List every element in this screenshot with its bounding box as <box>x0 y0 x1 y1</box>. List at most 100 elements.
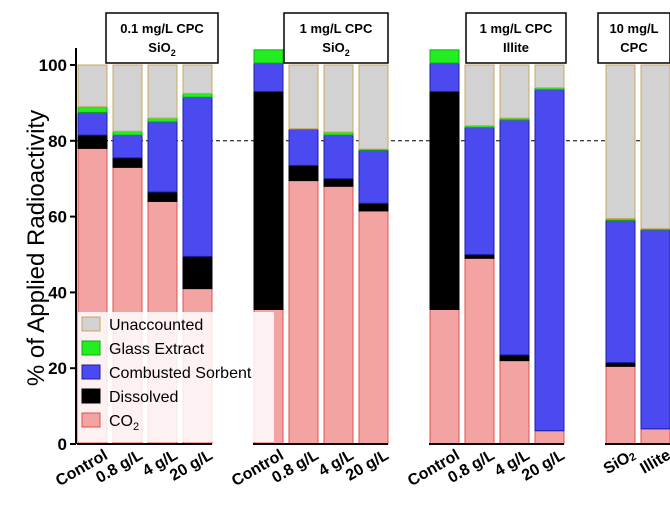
bar-segment <box>499 360 530 445</box>
bar-segment <box>112 134 143 159</box>
group-header-frame <box>465 12 567 64</box>
bar-segment <box>464 257 495 445</box>
y-tick-label: 0 <box>58 435 67 454</box>
bar-segment <box>605 365 636 445</box>
bar-segment <box>499 354 530 362</box>
legend-label-text: Combusted Sorbent <box>109 365 252 382</box>
group-header-box: 10 mg/L CPC <box>597 12 670 64</box>
group-header-box: 0.1 mg/L CPC SiO2 <box>105 12 219 64</box>
bar-segment <box>464 127 495 255</box>
group-header-frame <box>283 12 389 64</box>
group-header-line1: 10 mg/L <box>609 21 658 36</box>
bar-segment <box>534 430 565 445</box>
y-tick-label: 100 <box>39 56 67 75</box>
bar-segment <box>288 180 319 445</box>
bar-segment <box>182 64 213 94</box>
x-tick-label: Illite <box>637 447 670 478</box>
bar-segment <box>112 130 143 136</box>
bar-segment <box>77 111 108 136</box>
group-header-line1: 0.1 mg/L CPC <box>120 21 204 36</box>
bar-segment <box>323 178 354 187</box>
bar-segment <box>534 89 565 432</box>
legend-label: Combusted Sorbent <box>109 365 252 382</box>
bar-segment <box>182 255 213 290</box>
bar-segment <box>534 64 565 89</box>
bar-segment <box>253 49 284 64</box>
bar-segment <box>147 121 178 193</box>
bar-segment <box>640 428 670 445</box>
group-header-line2: CPC <box>620 40 648 55</box>
bar-segment <box>77 64 108 108</box>
group-header-line1: 1 mg/L CPC <box>300 21 373 36</box>
bar-segment <box>77 134 108 149</box>
bar-segment <box>358 202 389 212</box>
x-tick-label: SiO2 <box>601 447 639 479</box>
bar-segment <box>288 164 319 182</box>
bar-segment <box>499 64 530 119</box>
bar-segment <box>323 64 354 133</box>
bar-segment <box>358 149 389 204</box>
bar-segment <box>429 91 460 310</box>
group-header-line1: 1 mg/L CPC <box>480 21 553 36</box>
legend-label: Dissolved <box>109 389 178 406</box>
group-header-line2-sub: 2 <box>171 48 176 58</box>
bar-segment <box>640 229 670 430</box>
y-tick-label: 60 <box>48 208 67 227</box>
y-tick-label: 80 <box>48 132 67 151</box>
bar-segment <box>147 64 178 119</box>
bar-segment <box>429 49 460 64</box>
group-header-line2: SiO2 <box>322 40 349 58</box>
bar-segment <box>182 92 213 98</box>
bar-segment <box>358 64 389 150</box>
legend-label: CO2 <box>109 413 139 433</box>
bar-segment <box>323 185 354 445</box>
bar-segment <box>112 64 143 132</box>
bar-segment <box>323 134 354 180</box>
group-header-frame <box>105 12 219 64</box>
bar-segment <box>288 128 319 166</box>
group-header-line2-main: Illite <box>503 40 529 55</box>
group-header-line2: SiO2 <box>148 40 175 58</box>
y-tick-label: 20 <box>48 359 67 378</box>
legend-label-sub: 2 <box>133 421 139 433</box>
bar-segment <box>77 106 108 113</box>
bar-segment <box>147 191 178 202</box>
legend-swatch <box>81 364 101 380</box>
bar-segment <box>182 96 213 257</box>
bar-segment <box>253 62 284 93</box>
legend-swatch <box>81 412 101 428</box>
group-header-frame <box>597 12 670 64</box>
bar-segment <box>112 157 143 168</box>
group-header-box: 1 mg/L CPC Illite <box>465 12 567 64</box>
legend-background <box>78 312 274 442</box>
group-header-box: 1 mg/L CPC SiO2 <box>283 12 389 64</box>
group-header-line2-main: SiO <box>148 40 170 55</box>
bar-segment <box>605 219 636 364</box>
bar-segment <box>499 119 530 356</box>
legend-label-text: CO <box>109 413 133 430</box>
legend-label-text: Unaccounted <box>109 317 203 334</box>
bar-segment <box>464 254 495 259</box>
bar-segment <box>253 91 284 310</box>
legend-swatch <box>81 388 101 404</box>
y-tick-label: 40 <box>48 283 67 302</box>
bar-segment <box>429 308 460 445</box>
legend-swatch <box>81 340 101 356</box>
bar-segment <box>288 64 319 130</box>
group-header-line2: Illite <box>503 40 529 55</box>
bar-segment <box>358 210 389 445</box>
bar-segment <box>640 64 670 230</box>
legend-label-text: Glass Extract <box>109 341 205 358</box>
bar-segment <box>464 64 495 127</box>
legend-label: Glass Extract <box>109 341 205 358</box>
y-axis-title: % of Applied Radioactivity <box>23 110 50 386</box>
group-header-line2-main: SiO <box>322 40 344 55</box>
group-header-line2-sub: 2 <box>345 48 350 58</box>
bar-segment <box>147 117 178 123</box>
bar-segment <box>605 362 636 367</box>
bar-segment <box>605 64 636 219</box>
bar-segment <box>429 62 460 93</box>
legend-swatch <box>81 316 101 332</box>
